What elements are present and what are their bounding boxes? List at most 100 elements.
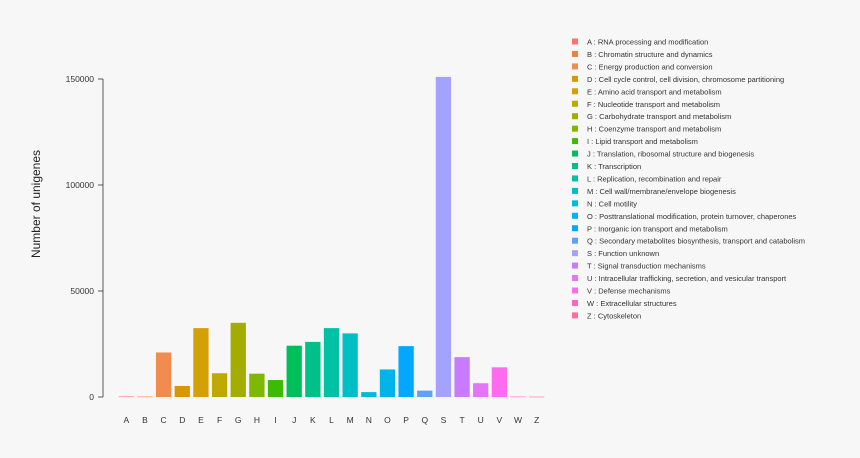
y-tick-label: 50000 xyxy=(70,286,94,296)
y-tick-label: 100000 xyxy=(66,180,95,190)
legend-swatch xyxy=(572,200,578,207)
legend-swatch xyxy=(572,175,578,182)
y-axis-title: Number of unigenes xyxy=(29,150,43,258)
x-tick-label: J xyxy=(292,415,296,425)
x-tick-label: F xyxy=(217,415,222,425)
legend-item: G : Carbohydrate transport and metabolis… xyxy=(587,112,731,121)
bar-i xyxy=(267,380,284,397)
legend-item: Q : Secondary metabolites biosynthesis, … xyxy=(587,237,805,246)
legend-swatch xyxy=(572,237,578,244)
bar-q xyxy=(417,390,433,397)
bar-s xyxy=(435,76,452,397)
bar-f xyxy=(211,373,228,397)
x-tick-label: W xyxy=(514,415,522,425)
legend-item: M : Cell wall/membrane/envelope biogenes… xyxy=(587,187,736,196)
bar-u xyxy=(473,383,489,397)
legend-swatch xyxy=(572,212,578,219)
x-tick-label: H xyxy=(254,415,260,425)
legend-swatch xyxy=(572,312,578,319)
x-tick-label: T xyxy=(459,415,464,425)
bar-d xyxy=(174,385,190,397)
legend-item: S : Function unknown xyxy=(587,249,659,258)
legend-swatch xyxy=(572,88,578,95)
bar-g xyxy=(230,322,246,397)
legend-swatch xyxy=(572,187,578,194)
legend-swatch xyxy=(572,113,578,120)
legend-item: O : Posttranslational modification, prot… xyxy=(587,212,797,221)
legend-item: B : Chromatin structure and dynamics xyxy=(587,50,713,59)
legend-swatch xyxy=(572,150,578,157)
y-tick-label: 150000 xyxy=(66,74,95,84)
bar-b xyxy=(137,396,153,398)
legend-item: N : Cell motility xyxy=(587,199,637,208)
legend-swatch xyxy=(572,50,578,57)
x-tick-label: C xyxy=(161,415,167,425)
bar-l xyxy=(323,328,340,397)
x-tick-label: Q xyxy=(421,415,428,425)
x-tick-label: V xyxy=(497,415,503,425)
bars xyxy=(118,76,545,398)
x-tick-label: D xyxy=(179,415,185,425)
bar-a xyxy=(118,396,134,398)
legend-swatch xyxy=(572,138,578,145)
x-tick-label: N xyxy=(366,415,372,425)
legend-item: U : Intracellular trafficking, secretion… xyxy=(587,274,787,283)
legend-swatch xyxy=(572,250,578,257)
bar-j xyxy=(286,345,302,397)
x-tick-label: K xyxy=(310,415,316,425)
x-tick-label: Z xyxy=(534,415,539,425)
x-tick-label: U xyxy=(478,415,484,425)
legend-item: K : Transcription xyxy=(587,162,641,171)
bar-v xyxy=(491,367,508,397)
legend-item: Z : Cytoskeleton xyxy=(587,311,641,320)
legend-swatch xyxy=(572,63,578,70)
bar-n xyxy=(361,392,377,397)
bar-h xyxy=(249,373,265,397)
bar-p xyxy=(398,346,414,397)
x-tick-label: E xyxy=(198,415,204,425)
x-tick-label: A xyxy=(123,415,129,425)
bar-t xyxy=(454,357,470,397)
bar-o xyxy=(379,369,396,397)
x-tick-label: B xyxy=(142,415,148,425)
x-tick-label: S xyxy=(441,415,447,425)
legend-item: V : Defense mechanisms xyxy=(587,287,671,296)
legend-swatch xyxy=(572,299,578,306)
legend-item: F : Nucleotide transport and metabolism xyxy=(587,100,720,109)
bar-c xyxy=(155,352,172,397)
legend-item: C : Energy production and conversion xyxy=(587,62,713,71)
legend-swatch xyxy=(572,275,578,282)
y-axis: 0 50000 100000 150000 xyxy=(66,74,104,402)
legend-item: W : Extracellular structures xyxy=(587,299,677,308)
x-tick-label: L xyxy=(329,415,334,425)
legend-item: A : RNA processing and modification xyxy=(587,38,708,47)
legend-swatch xyxy=(572,38,578,45)
bar-z xyxy=(529,396,545,398)
bar-w xyxy=(510,396,526,398)
bar-m xyxy=(342,333,358,397)
legend-item: L : Replication, recombination and repai… xyxy=(587,174,722,183)
legend-item: P : Inorganic ion transport and metaboli… xyxy=(587,224,728,233)
legend-item: D : Cell cycle control, cell division, c… xyxy=(587,75,784,84)
legend-item: T : Signal transduction mechanisms xyxy=(587,262,706,271)
legend-item: J : Translation, ribosomal structure and… xyxy=(587,150,754,159)
legend-item: H : Coenzyme transport and metabolism xyxy=(587,125,721,134)
legend-swatch xyxy=(572,163,578,169)
legend-swatch xyxy=(572,225,578,232)
x-tick-label: P xyxy=(403,415,409,425)
x-tick-label: I xyxy=(274,415,276,425)
legend-swatch xyxy=(572,100,578,107)
x-tick-label: O xyxy=(384,415,391,425)
legend-item: E : Amino acid transport and metabolism xyxy=(587,87,722,96)
legend: A : RNA processing and modification B : C… xyxy=(572,38,805,320)
legend-swatch xyxy=(572,75,578,82)
legend-swatch xyxy=(572,125,578,132)
bar-k xyxy=(305,341,321,397)
x-tick-label: G xyxy=(235,415,242,425)
legend-swatch xyxy=(572,262,578,269)
y-tick-label: 0 xyxy=(89,392,94,402)
bar-e xyxy=(193,328,209,397)
